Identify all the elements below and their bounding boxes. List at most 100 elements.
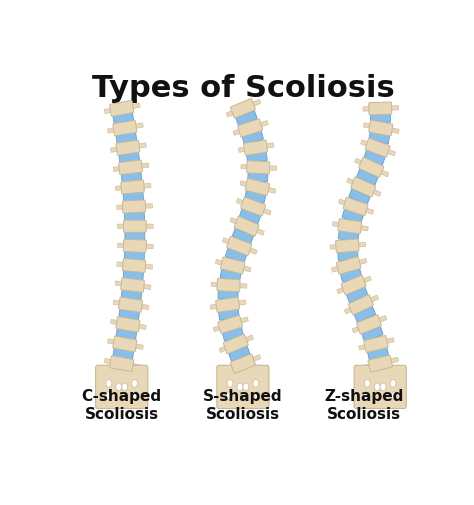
Ellipse shape xyxy=(364,392,369,400)
FancyBboxPatch shape xyxy=(115,281,124,286)
Ellipse shape xyxy=(132,380,137,387)
FancyBboxPatch shape xyxy=(241,197,265,217)
FancyBboxPatch shape xyxy=(245,335,254,342)
FancyBboxPatch shape xyxy=(244,141,267,156)
FancyBboxPatch shape xyxy=(241,165,249,170)
FancyBboxPatch shape xyxy=(359,344,367,350)
FancyBboxPatch shape xyxy=(113,113,134,125)
FancyBboxPatch shape xyxy=(380,170,389,177)
FancyBboxPatch shape xyxy=(237,199,245,206)
FancyBboxPatch shape xyxy=(116,141,140,156)
FancyBboxPatch shape xyxy=(119,309,139,321)
Ellipse shape xyxy=(253,380,259,387)
FancyBboxPatch shape xyxy=(104,109,113,114)
FancyBboxPatch shape xyxy=(368,356,392,372)
FancyBboxPatch shape xyxy=(348,295,374,315)
FancyBboxPatch shape xyxy=(358,259,367,265)
FancyBboxPatch shape xyxy=(226,111,235,118)
FancyBboxPatch shape xyxy=(229,346,250,362)
Text: alamy: alamy xyxy=(14,489,52,499)
FancyBboxPatch shape xyxy=(370,295,378,302)
FancyBboxPatch shape xyxy=(248,173,268,182)
FancyBboxPatch shape xyxy=(363,108,371,112)
FancyBboxPatch shape xyxy=(122,259,146,273)
FancyBboxPatch shape xyxy=(109,356,134,372)
Ellipse shape xyxy=(243,383,249,391)
FancyBboxPatch shape xyxy=(357,170,378,186)
FancyBboxPatch shape xyxy=(211,282,219,287)
FancyBboxPatch shape xyxy=(145,225,153,229)
FancyBboxPatch shape xyxy=(216,260,224,266)
FancyBboxPatch shape xyxy=(118,297,142,313)
FancyBboxPatch shape xyxy=(140,305,149,310)
FancyBboxPatch shape xyxy=(238,120,263,138)
Ellipse shape xyxy=(133,392,138,400)
FancyBboxPatch shape xyxy=(121,172,142,183)
FancyBboxPatch shape xyxy=(135,344,143,349)
FancyBboxPatch shape xyxy=(369,133,390,144)
FancyBboxPatch shape xyxy=(338,231,359,242)
FancyBboxPatch shape xyxy=(220,258,245,274)
Ellipse shape xyxy=(390,380,396,387)
FancyBboxPatch shape xyxy=(121,290,142,301)
FancyBboxPatch shape xyxy=(242,132,264,145)
FancyBboxPatch shape xyxy=(337,287,346,294)
FancyBboxPatch shape xyxy=(121,278,145,293)
FancyBboxPatch shape xyxy=(116,133,137,144)
FancyBboxPatch shape xyxy=(226,366,235,372)
FancyBboxPatch shape xyxy=(331,267,340,273)
FancyBboxPatch shape xyxy=(121,181,144,194)
FancyBboxPatch shape xyxy=(145,245,153,249)
FancyBboxPatch shape xyxy=(246,161,270,175)
FancyBboxPatch shape xyxy=(341,276,366,295)
Text: Z-shaped
Scoliosis: Z-shaped Scoliosis xyxy=(325,388,404,421)
FancyBboxPatch shape xyxy=(218,316,243,334)
FancyBboxPatch shape xyxy=(115,186,124,191)
Ellipse shape xyxy=(227,380,233,387)
FancyBboxPatch shape xyxy=(223,334,248,354)
FancyBboxPatch shape xyxy=(369,121,393,137)
FancyBboxPatch shape xyxy=(267,188,276,194)
Text: Types of Scoliosis: Types of Scoliosis xyxy=(91,74,394,103)
FancyBboxPatch shape xyxy=(351,178,376,197)
Ellipse shape xyxy=(380,383,386,391)
FancyBboxPatch shape xyxy=(390,358,399,364)
FancyBboxPatch shape xyxy=(119,153,139,164)
FancyBboxPatch shape xyxy=(346,179,356,186)
FancyBboxPatch shape xyxy=(354,366,406,409)
Ellipse shape xyxy=(254,392,260,400)
FancyBboxPatch shape xyxy=(123,221,146,233)
FancyBboxPatch shape xyxy=(230,218,239,225)
FancyBboxPatch shape xyxy=(342,210,363,224)
FancyBboxPatch shape xyxy=(338,251,358,261)
FancyBboxPatch shape xyxy=(338,200,347,206)
Ellipse shape xyxy=(122,383,128,391)
FancyBboxPatch shape xyxy=(385,338,394,344)
Text: C-shaped
Scoliosis: C-shaped Scoliosis xyxy=(82,388,162,421)
FancyBboxPatch shape xyxy=(144,265,153,270)
FancyBboxPatch shape xyxy=(117,206,125,210)
FancyBboxPatch shape xyxy=(346,288,368,303)
FancyBboxPatch shape xyxy=(365,209,374,215)
FancyBboxPatch shape xyxy=(140,164,149,169)
FancyBboxPatch shape xyxy=(368,347,389,361)
FancyBboxPatch shape xyxy=(357,243,366,247)
FancyBboxPatch shape xyxy=(330,245,338,250)
FancyBboxPatch shape xyxy=(110,320,119,325)
FancyBboxPatch shape xyxy=(391,107,399,111)
FancyBboxPatch shape xyxy=(259,121,268,128)
FancyBboxPatch shape xyxy=(118,243,126,248)
FancyBboxPatch shape xyxy=(222,328,244,341)
FancyBboxPatch shape xyxy=(239,284,247,288)
FancyBboxPatch shape xyxy=(252,355,261,362)
FancyBboxPatch shape xyxy=(363,364,372,370)
Ellipse shape xyxy=(116,383,122,391)
FancyBboxPatch shape xyxy=(96,366,148,409)
FancyBboxPatch shape xyxy=(217,366,269,409)
FancyBboxPatch shape xyxy=(124,212,145,222)
FancyBboxPatch shape xyxy=(252,100,261,107)
FancyBboxPatch shape xyxy=(341,269,362,282)
Text: Image ID: 2AK171T
www.alamy.com: Image ID: 2AK171T www.alamy.com xyxy=(392,488,460,501)
FancyBboxPatch shape xyxy=(364,151,385,166)
FancyBboxPatch shape xyxy=(355,307,375,323)
